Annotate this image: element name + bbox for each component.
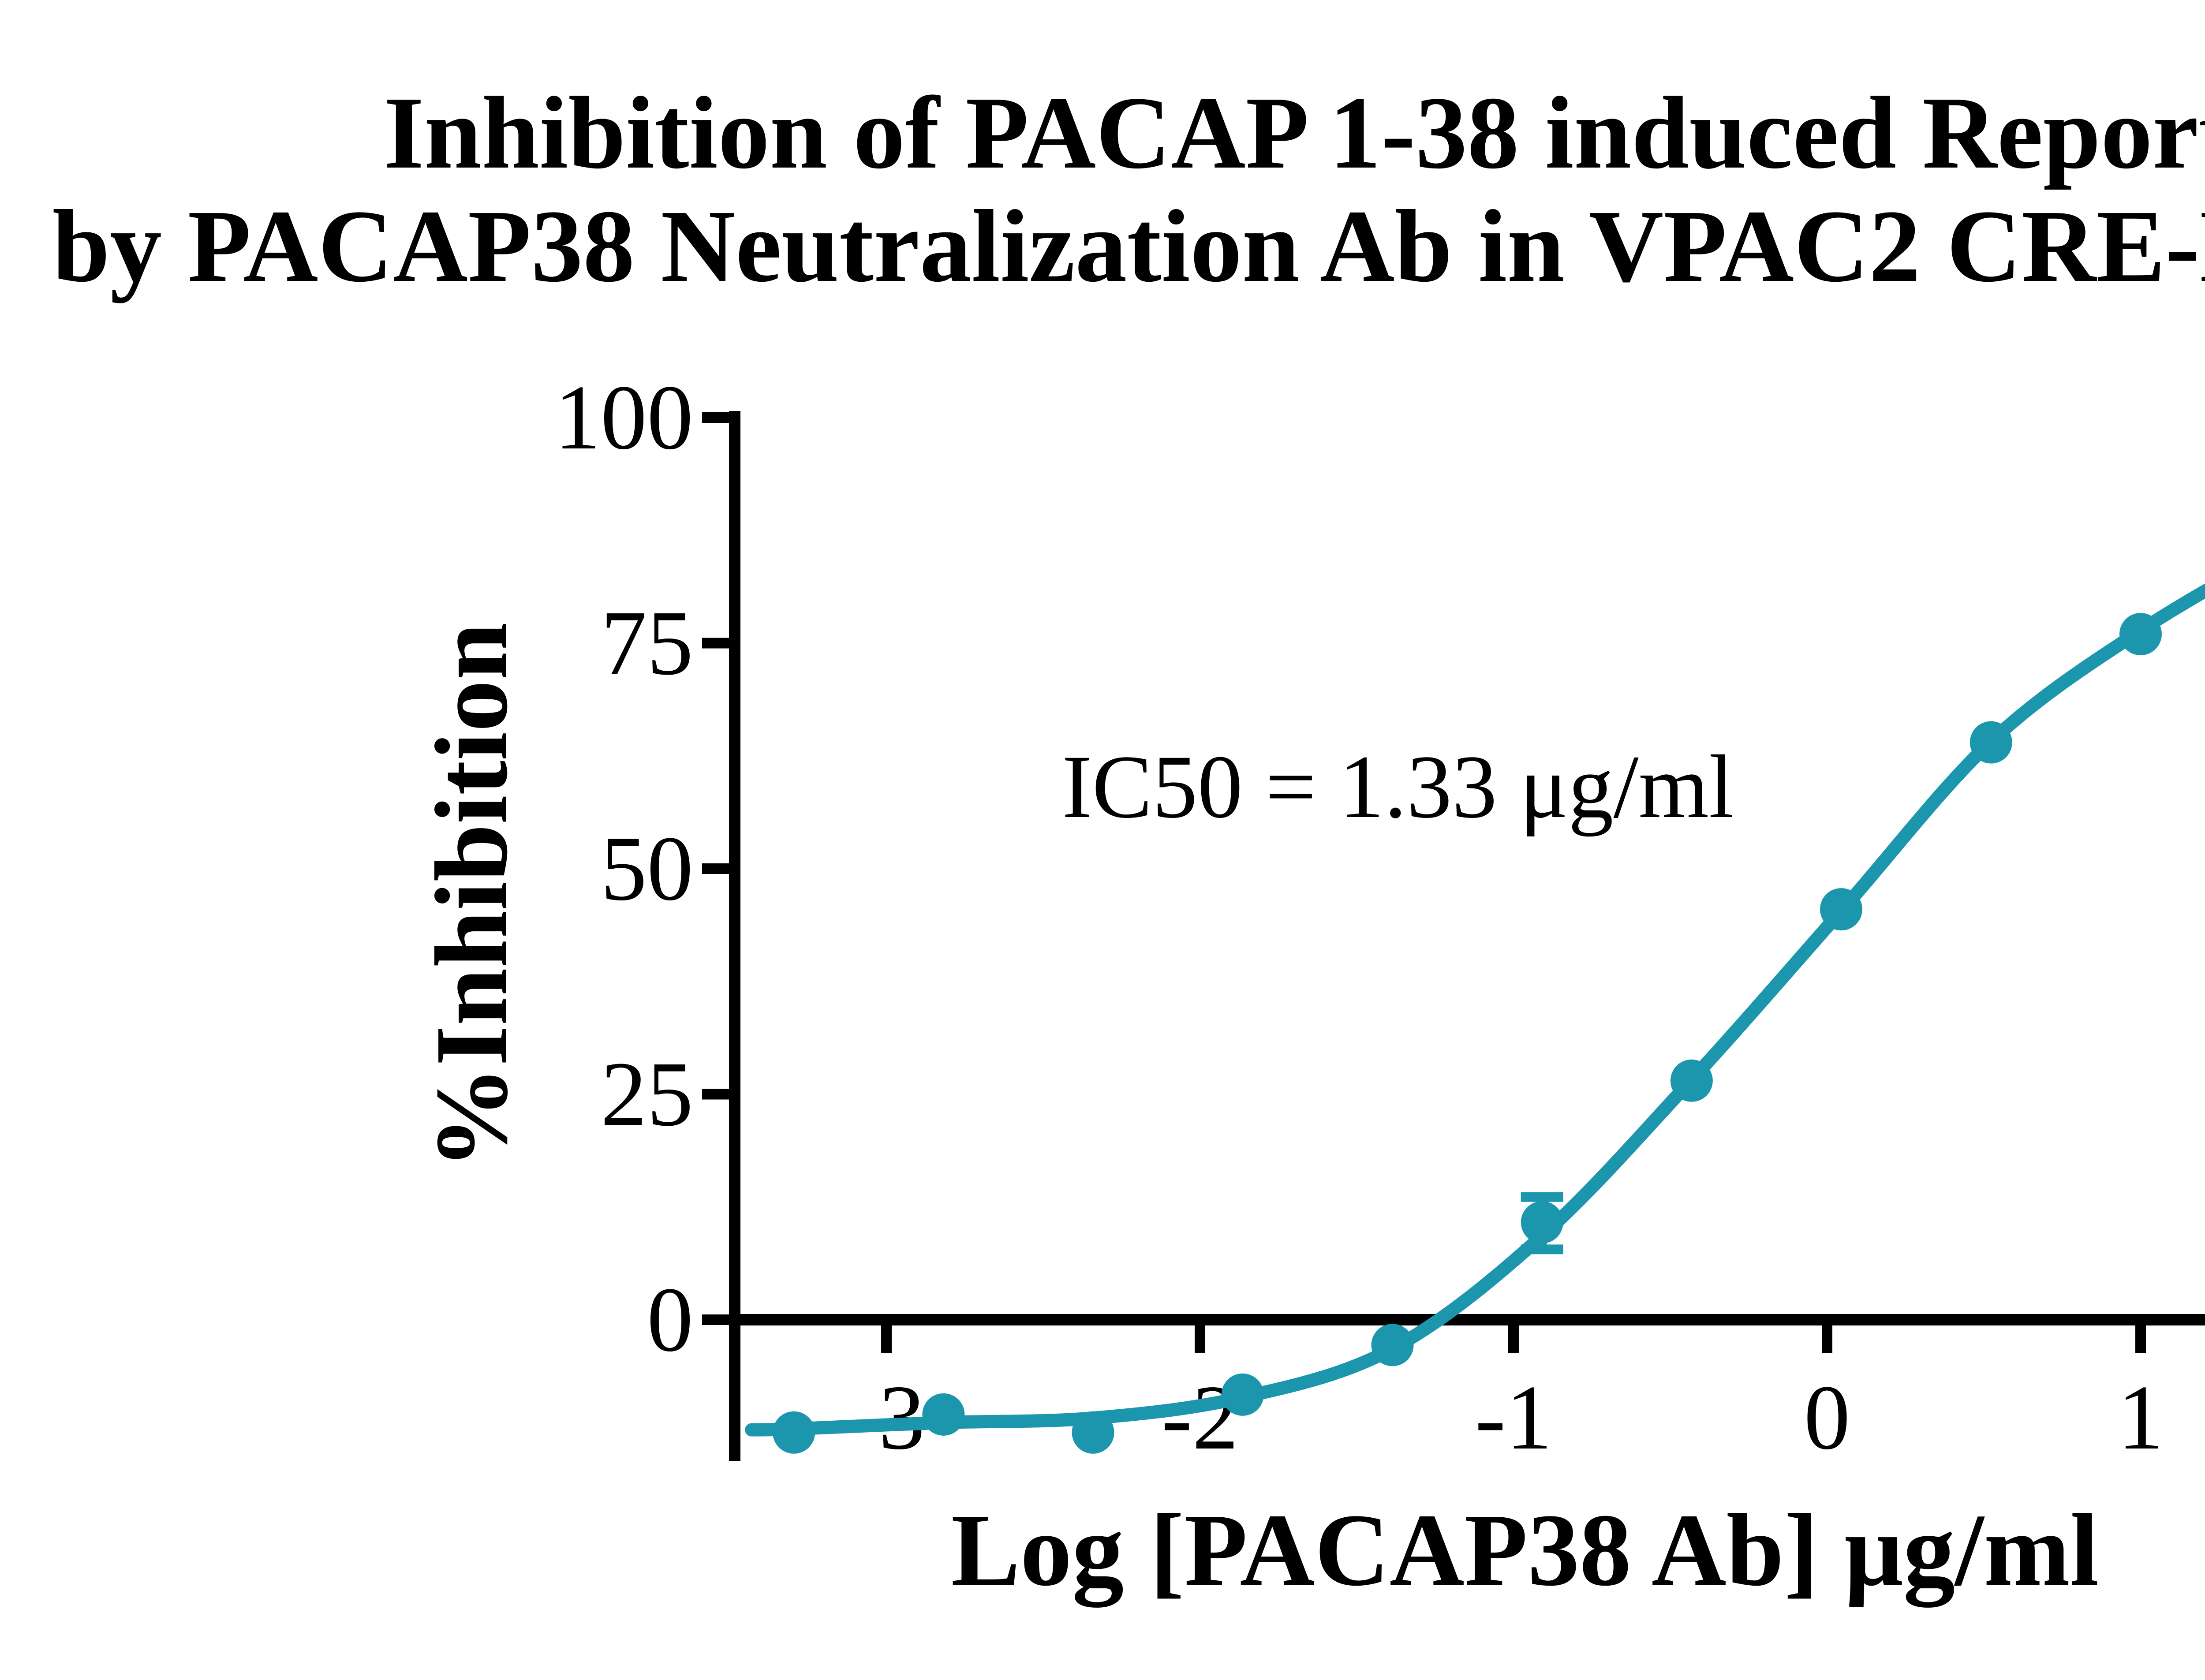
y-tick-label: 75 — [601, 592, 693, 694]
data-point-marker — [1820, 888, 1862, 931]
data-point-marker — [1521, 1201, 1563, 1244]
x-tick-label: 1 — [2118, 1366, 2164, 1469]
data-point-marker — [922, 1393, 965, 1436]
ic50-annotation: IC50 = 1.33 μg/ml — [1062, 737, 1734, 837]
x-ticks-group: -3 -2 -1 0 1 — [848, 1325, 2164, 1469]
x-tick-label: 0 — [1804, 1366, 1850, 1469]
data-point-marker — [1072, 1411, 1114, 1454]
y-ticks-group: 100 75 50 25 0 — [554, 366, 729, 1371]
chart-title-line1: Inhibition of PACAP 1-38 induced Reporte… — [384, 75, 2205, 190]
x-tick-label: -1 — [1475, 1366, 1552, 1469]
data-point-marker — [1221, 1373, 1264, 1416]
fit-curve — [745, 583, 2205, 1437]
y-axis-title: %Inhibition — [414, 623, 529, 1170]
data-point-marker — [1970, 721, 2012, 764]
data-point-marker — [1371, 1324, 1414, 1366]
chart-title-line2: by PACAP38 Neutralization Ab in VPAC2 CR… — [52, 189, 2205, 303]
data-point-marker — [773, 1411, 815, 1454]
y-tick-label: 50 — [601, 818, 693, 920]
data-point-marker — [1670, 1059, 1713, 1102]
y-tick-label: 25 — [601, 1043, 693, 1146]
data-point-marker — [2119, 613, 2162, 656]
data-series-group — [745, 583, 2205, 1454]
x-axis-title: Log [PACAP38 Ab] μg/ml — [951, 1493, 2099, 1608]
y-tick-label: 0 — [647, 1269, 693, 1371]
y-tick-label: 100 — [554, 366, 693, 469]
